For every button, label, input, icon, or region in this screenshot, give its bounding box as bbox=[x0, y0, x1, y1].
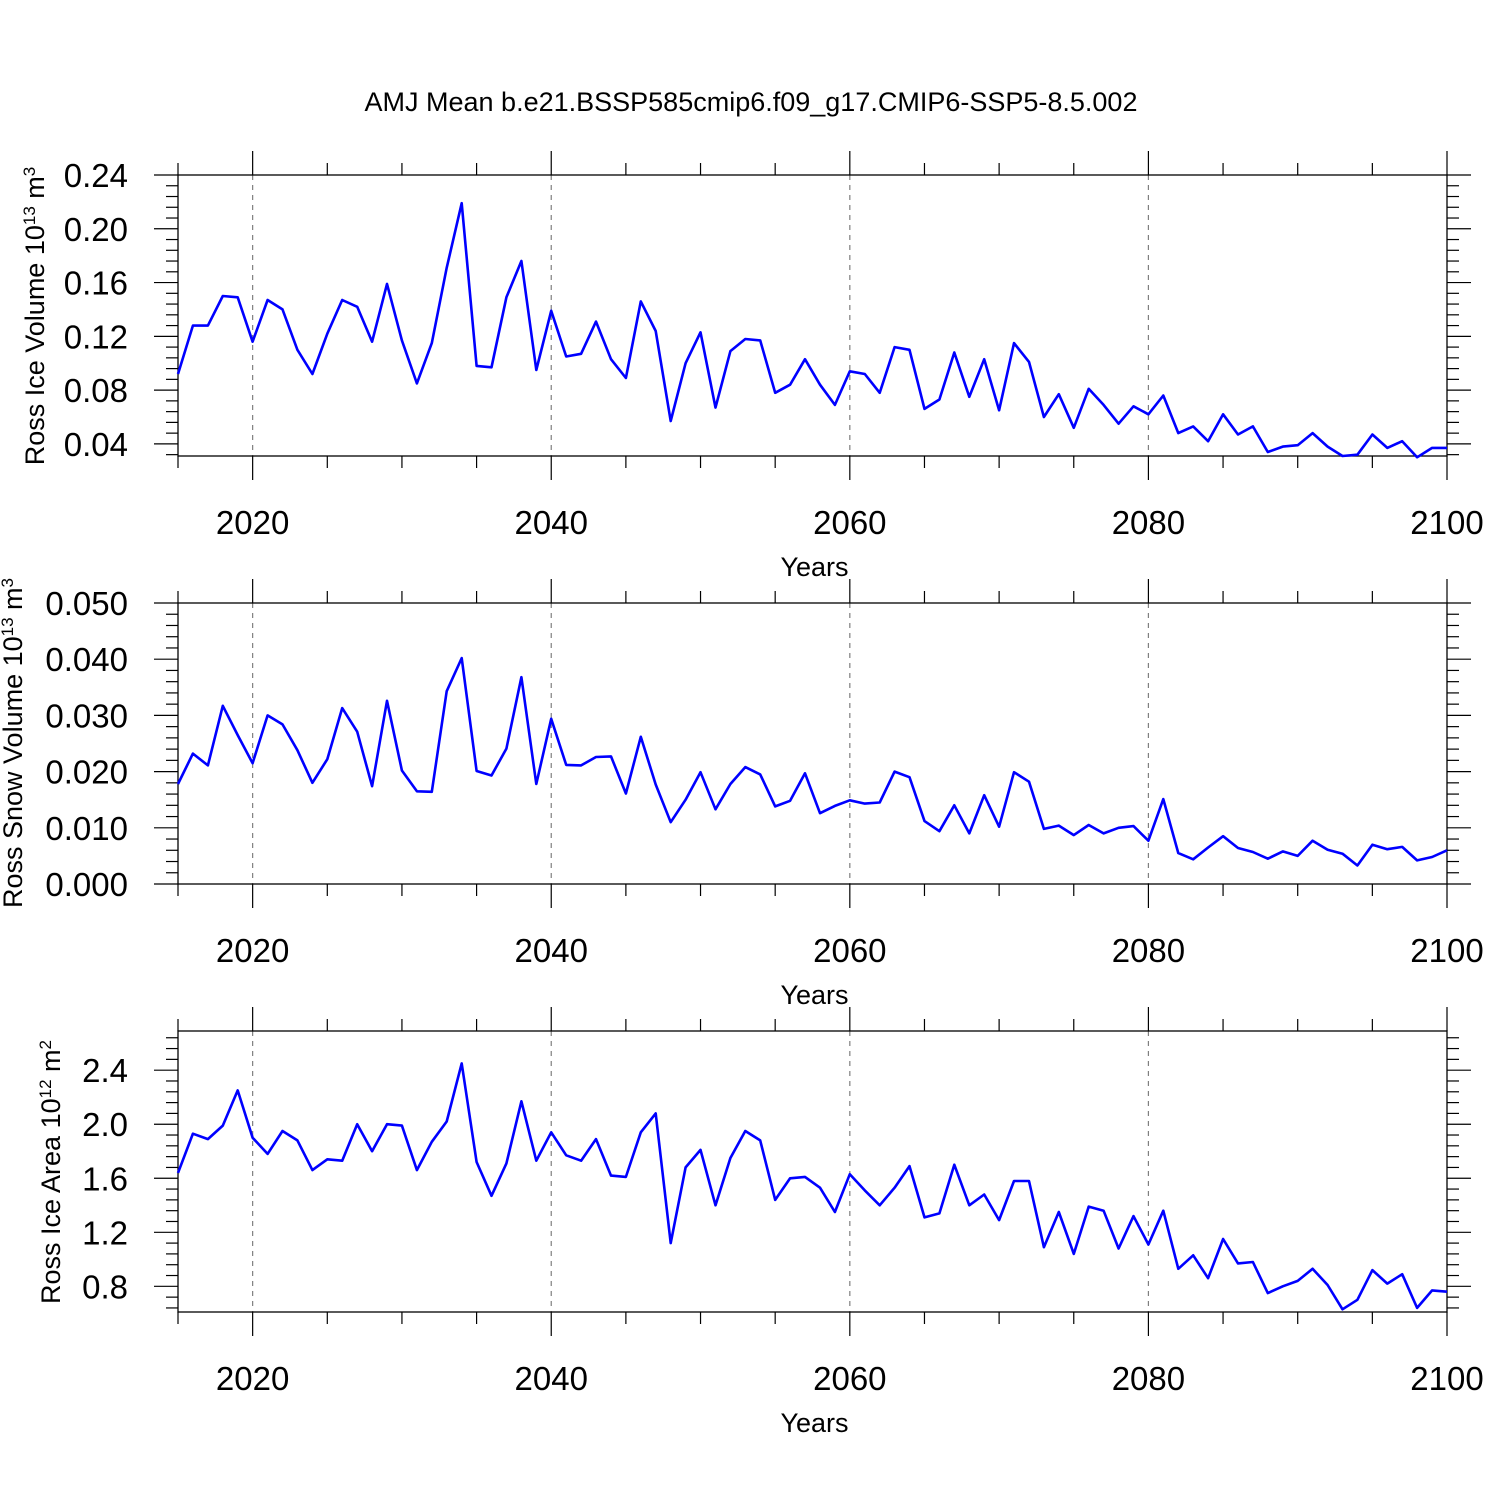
x-tick-label: 2060 bbox=[813, 504, 886, 541]
y-tick-label: 0.030 bbox=[45, 697, 128, 734]
x-tick-label: 2080 bbox=[1112, 504, 1185, 541]
y-axis-title: Ross Ice Area 1012 m2 bbox=[36, 1040, 67, 1304]
x-tick-label: 2060 bbox=[813, 1360, 886, 1397]
figure-title: AMJ Mean b.e21.BSSP585cmip6.f09_g17.CMIP… bbox=[365, 87, 1138, 117]
chart-panel-2: 0.000 0.010 0.020 0.030 0.040 0.050 2020 2040 20… bbox=[0, 578, 1484, 1010]
x-tick-label: 2020 bbox=[216, 1360, 289, 1397]
y-axis-title: Ross Ice Volume 1013 m3 bbox=[20, 167, 51, 466]
y-tick-label: 0.8 bbox=[82, 1268, 128, 1305]
y-tick-label: 0.020 bbox=[45, 754, 128, 791]
x-tick-label: 2040 bbox=[515, 504, 588, 541]
y-tick-label: 0.12 bbox=[64, 318, 128, 355]
chart-panel-1: 0.04 0.08 0.12 0.16 0.20 0.24 2020 2040 2060 2080… bbox=[20, 151, 1484, 582]
y-tick-label: 0.08 bbox=[64, 372, 128, 409]
y-tick-label: 0.050 bbox=[45, 585, 128, 622]
y-tick-label: 1.2 bbox=[82, 1214, 128, 1251]
y-tick-label: 1.6 bbox=[82, 1160, 128, 1197]
plot-frame bbox=[177, 602, 1448, 885]
x-tick-label: 2100 bbox=[1410, 504, 1483, 541]
series-line bbox=[176, 1062, 1448, 1311]
y-tick-label: 2.4 bbox=[82, 1052, 128, 1089]
y-axis-title: Ross Snow Volume 1013 m3 bbox=[0, 578, 28, 908]
x-tick-label: 2080 bbox=[1112, 1360, 1185, 1397]
x-axis-title: Years bbox=[780, 980, 848, 1010]
x-tick-label: 2040 bbox=[515, 932, 588, 969]
y-tick-label: 0.20 bbox=[64, 211, 128, 248]
y-tick-label: 0.16 bbox=[64, 265, 128, 302]
y-tick-label: 0.24 bbox=[64, 157, 128, 194]
series-line bbox=[176, 201, 1447, 459]
x-tick-label: 2080 bbox=[1112, 932, 1185, 969]
x-axis-title: Years bbox=[780, 1408, 848, 1438]
x-tick-label: 2020 bbox=[216, 504, 289, 541]
y-tick-label: 0.010 bbox=[45, 810, 128, 847]
x-tick-label: 2040 bbox=[515, 1360, 588, 1397]
x-tick-label: 2020 bbox=[216, 932, 289, 969]
y-tick-label: 0.04 bbox=[64, 426, 128, 463]
x-tick-label: 2060 bbox=[813, 932, 886, 969]
plot-frame bbox=[177, 174, 1448, 457]
x-tick-label: 2100 bbox=[1410, 932, 1483, 969]
y-tick-label: 2.0 bbox=[82, 1106, 128, 1143]
chart-panel-3: 0.8 1.2 1.6 2.0 2.4 2020 2040 2060 2080 2100 Years… bbox=[36, 1007, 1484, 1438]
y-tick-label: 0.040 bbox=[45, 641, 128, 678]
series-line bbox=[176, 656, 1448, 867]
x-tick-label: 2100 bbox=[1410, 1360, 1483, 1397]
y-tick-label: 0.000 bbox=[45, 866, 128, 903]
x-axis-title: Years bbox=[780, 552, 848, 582]
